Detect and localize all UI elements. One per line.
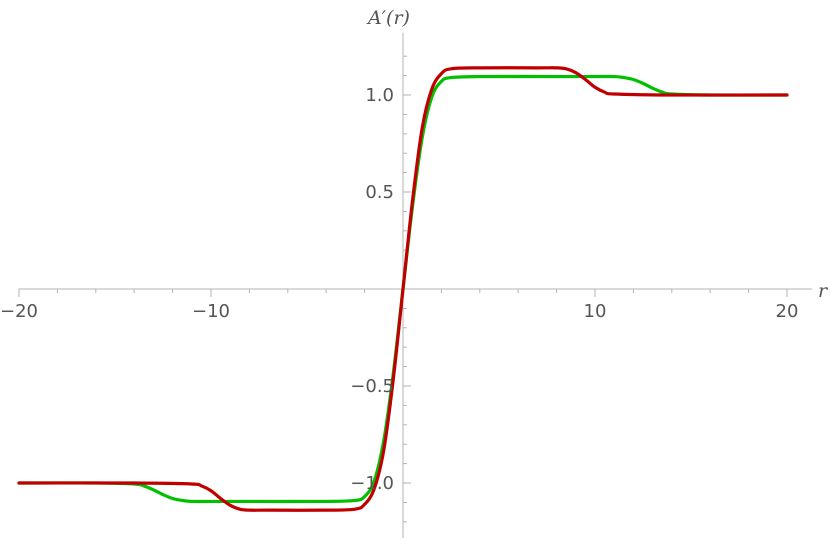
labels: −20 −10 10 20 1.0 0.5 −0.5 −1.0 r A′(r) — [0, 7, 829, 494]
y-axis-label: A′(r) — [366, 7, 410, 29]
series-2-line — [17, 66, 789, 512]
y-tick-label: 1.0 — [365, 85, 394, 106]
x-tick-label: 20 — [776, 301, 799, 322]
x-tick-label: −20 — [0, 301, 38, 322]
x-axis-label: r — [818, 280, 829, 302]
x-tick-label: −10 — [192, 301, 230, 322]
axes — [18, 32, 812, 538]
y-tick-label: −1.0 — [350, 473, 394, 494]
y-tick-label: 0.5 — [365, 182, 394, 203]
x-tick-label: 10 — [584, 301, 607, 322]
y-tick-label: −0.5 — [350, 376, 394, 397]
series-layer — [17, 66, 789, 512]
